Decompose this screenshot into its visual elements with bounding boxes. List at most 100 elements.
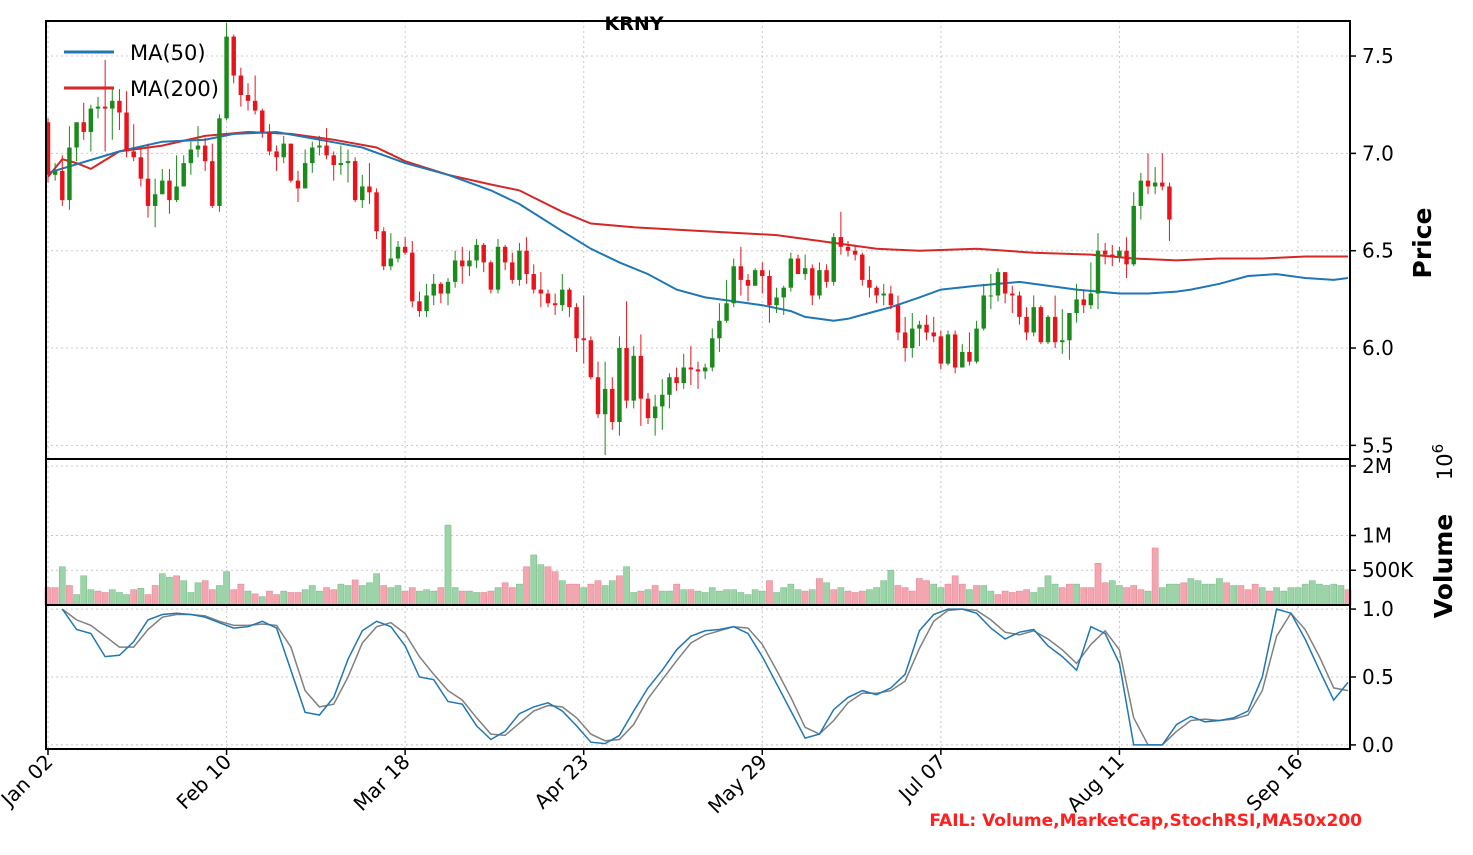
candle-body — [1110, 254, 1115, 257]
candle-body — [1038, 307, 1044, 343]
candle-body — [267, 131, 272, 152]
candle-body — [102, 106, 108, 109]
volume-bar — [1216, 578, 1223, 606]
volume-bar — [116, 592, 123, 606]
volume-bar — [780, 587, 788, 606]
candle-body — [938, 336, 944, 364]
candle-body — [988, 295, 994, 297]
candle-body — [738, 266, 744, 280]
volume-bar — [1201, 583, 1209, 606]
volume-bar — [330, 589, 338, 606]
volume-bar — [694, 590, 702, 606]
volume-bar — [208, 589, 216, 606]
volume-bar — [1080, 587, 1088, 606]
candle-body — [152, 194, 158, 206]
candle-body — [617, 348, 622, 423]
volume-bar — [1258, 587, 1266, 606]
candle-body — [431, 283, 436, 296]
volume-bar — [658, 590, 666, 606]
volume-bar — [994, 594, 1002, 606]
candle-body — [145, 178, 151, 206]
legend-ma50-label: MA(50) — [130, 41, 206, 65]
volume-bar — [444, 524, 452, 606]
volume-bar — [480, 592, 488, 606]
volume-bar — [237, 583, 245, 606]
volume-bar — [730, 589, 738, 606]
candle-body — [181, 163, 186, 187]
volume-bar — [1230, 585, 1238, 606]
x-tick-label: Aug 11 — [1062, 750, 1129, 817]
candle-body — [1160, 182, 1165, 187]
candle-body — [1095, 250, 1101, 294]
volume-bar — [51, 587, 59, 606]
volume-bar — [1151, 547, 1159, 606]
volume-bar — [637, 590, 645, 606]
volume-bar — [551, 571, 559, 606]
candle-body — [452, 260, 458, 282]
ma50-line — [47, 130, 1349, 322]
volume-bar — [187, 592, 195, 606]
volume-bar — [1094, 562, 1102, 606]
volume-bar — [180, 580, 188, 606]
volume-bar — [258, 596, 266, 606]
stoch-y-tick-label: 1.0 — [1362, 597, 1394, 621]
volume-bar — [566, 583, 573, 606]
candle-body — [867, 279, 872, 288]
candle-body — [495, 246, 501, 290]
candle-body — [117, 100, 122, 113]
volume-bar — [287, 592, 295, 606]
candle-body — [667, 377, 672, 395]
volume-bar — [951, 575, 959, 606]
candle-body — [674, 377, 679, 384]
volume-bar — [123, 594, 130, 606]
volume-bar — [830, 589, 838, 606]
volume-bar — [508, 587, 516, 606]
volume-bar — [430, 590, 438, 606]
x-tick-label: May 29 — [703, 750, 772, 819]
volume-bar — [1037, 587, 1045, 606]
volume-bar — [1101, 582, 1109, 606]
volume-bar — [366, 582, 373, 606]
x-tick-label: Apr 23 — [529, 750, 593, 814]
candle-body — [1102, 250, 1108, 255]
candle-body — [845, 246, 851, 251]
candle-body — [274, 151, 279, 158]
volume-bar — [751, 589, 759, 606]
price-y-tick-label: 7.5 — [1362, 44, 1394, 68]
candle-body — [445, 281, 451, 294]
volume-bar — [987, 590, 995, 606]
candle-body — [474, 244, 479, 261]
volume-bar — [501, 582, 509, 606]
volume-bar — [1273, 587, 1280, 606]
candle-body — [660, 394, 665, 407]
volume-scale-exponent: 6 — [1429, 444, 1447, 454]
candle-body — [195, 145, 201, 150]
ma200-line — [47, 130, 1348, 262]
candle-body — [310, 147, 315, 164]
candle-body — [1167, 186, 1172, 220]
candle-body — [438, 283, 444, 294]
candle-body — [795, 258, 801, 275]
candle-body — [167, 180, 172, 201]
candle-body — [460, 260, 465, 267]
candle-body — [802, 268, 808, 275]
candle-body — [610, 388, 615, 423]
volume-bar — [1251, 583, 1259, 606]
candle-body — [831, 237, 836, 282]
candle-body — [1081, 299, 1086, 306]
volume-bar — [1016, 590, 1023, 606]
candle-body — [781, 287, 786, 298]
candle-body — [1045, 316, 1051, 343]
volume-bar — [587, 583, 595, 606]
chart-title: KRNY — [604, 13, 663, 35]
volume-bar — [980, 585, 988, 606]
volume-bar — [1294, 587, 1302, 606]
svg-text:106: 106 — [1429, 444, 1457, 480]
x-tick-label: Jan 02 — [0, 750, 58, 813]
candle-body — [131, 151, 136, 158]
x-tick-label: Feb 10 — [172, 750, 237, 815]
volume-bar — [623, 566, 630, 606]
candle-body — [1052, 316, 1058, 343]
candle-body — [110, 100, 115, 109]
candle-body — [88, 108, 94, 132]
